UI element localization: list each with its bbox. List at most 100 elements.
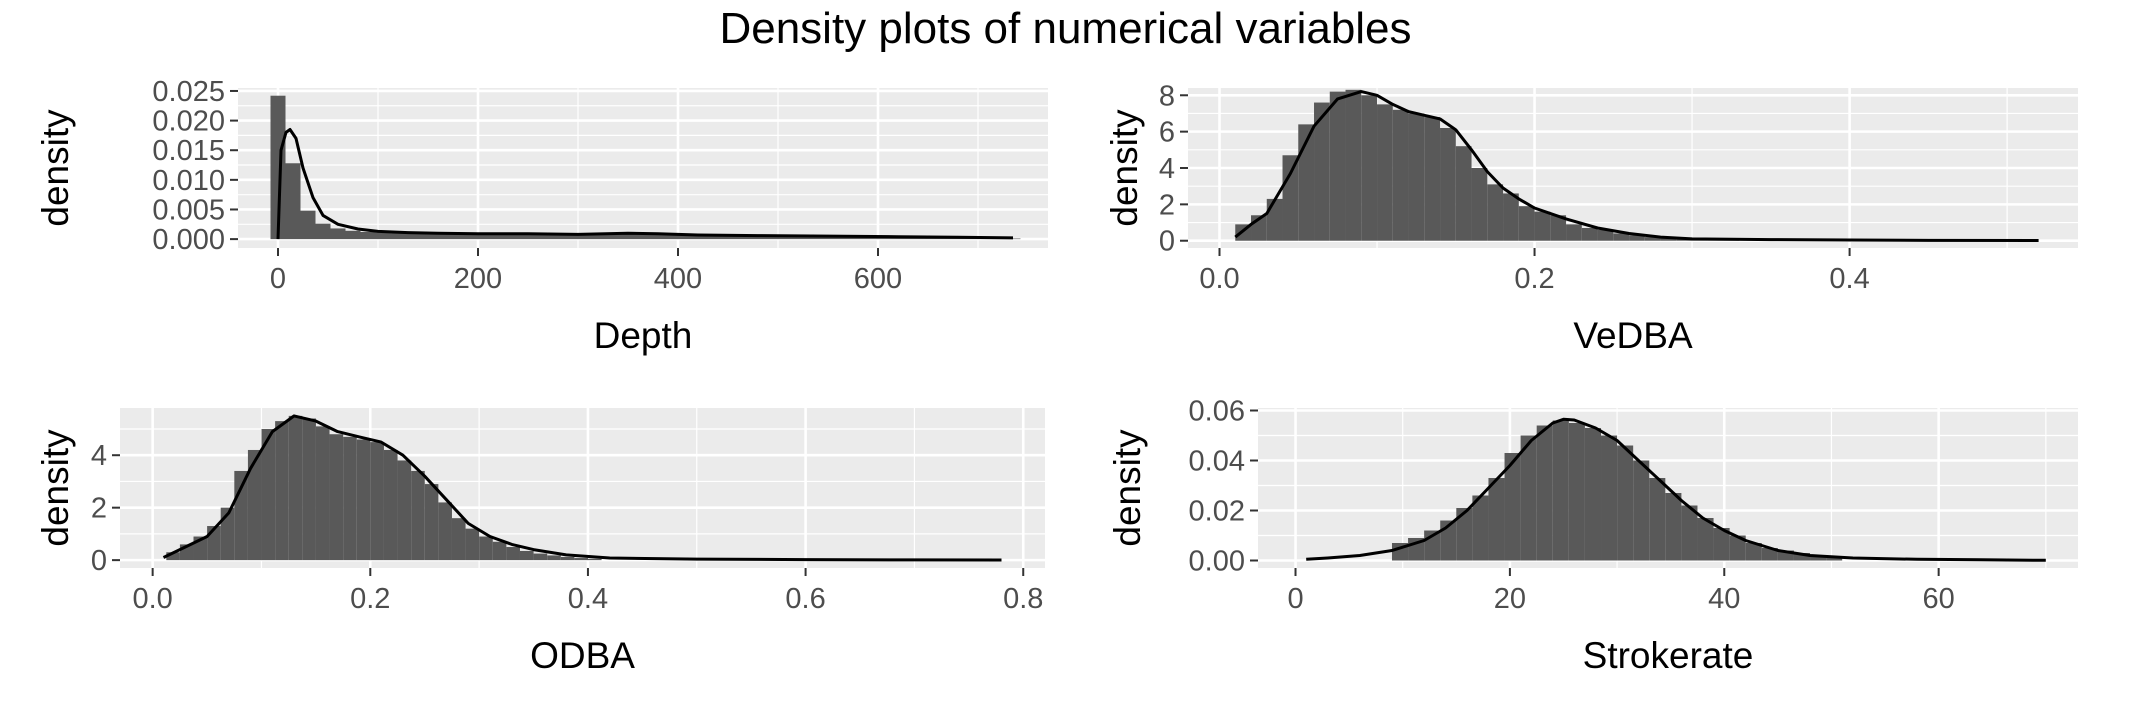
histogram-bar bbox=[405, 233, 421, 240]
histogram-bar bbox=[1005, 238, 1021, 240]
histogram-bar bbox=[495, 233, 511, 240]
histogram-bar bbox=[1377, 104, 1393, 241]
histogram-bar bbox=[1601, 435, 1618, 561]
histogram-bar bbox=[555, 234, 571, 240]
y-tick-label: 2 bbox=[91, 493, 107, 525]
histogram-bar bbox=[465, 233, 481, 240]
histogram-bar bbox=[645, 233, 661, 240]
histogram-bar bbox=[547, 555, 561, 561]
histogram-bar bbox=[315, 426, 330, 561]
histogram-bar bbox=[288, 415, 303, 561]
histogram-bar bbox=[1713, 528, 1730, 561]
y-tick-label: 0.06 bbox=[1189, 396, 1245, 428]
histogram-bar bbox=[1697, 518, 1714, 561]
histogram-bar bbox=[1777, 550, 1794, 561]
histogram-bar bbox=[1613, 233, 1630, 241]
chart-title: Density plots of numerical variables bbox=[719, 4, 1412, 53]
histogram-bar bbox=[750, 235, 766, 240]
histogram-bar bbox=[330, 228, 346, 240]
y-tick-label: 0.005 bbox=[152, 194, 225, 226]
histogram-bar bbox=[1472, 495, 1489, 561]
x-tick-label: 60 bbox=[1923, 583, 1955, 615]
plot-odba: 0.0 0.2 0.4 0.6 0.8 0 2 4 ODBA density bbox=[35, 408, 1045, 676]
histogram-bar bbox=[1644, 237, 1661, 241]
histogram-bar bbox=[1408, 113, 1425, 241]
histogram-bar bbox=[560, 556, 575, 561]
histogram-bar bbox=[1633, 460, 1650, 561]
y-tick-label: 0.04 bbox=[1189, 446, 1245, 478]
histogram-bar bbox=[570, 234, 586, 240]
histogram-bar bbox=[480, 233, 496, 240]
histogram-bar bbox=[1440, 128, 1456, 241]
histogram-bar bbox=[1361, 95, 1378, 241]
histogram-bar bbox=[1629, 235, 1645, 241]
histogram-bar bbox=[1536, 425, 1553, 561]
histogram-bar bbox=[343, 436, 357, 561]
histogram-bar bbox=[1729, 535, 1746, 561]
histogram-bar bbox=[375, 232, 391, 240]
histogram-bar bbox=[285, 163, 301, 240]
histogram-bar bbox=[435, 233, 451, 240]
x-tick-label: 0.2 bbox=[1514, 263, 1554, 295]
histogram-bar bbox=[630, 233, 646, 240]
histogram-bar bbox=[1534, 211, 1551, 241]
histogram-bar bbox=[1552, 420, 1569, 561]
histogram-bar bbox=[1503, 193, 1519, 241]
y-axis-title: density bbox=[35, 429, 76, 547]
histogram-bar bbox=[1518, 206, 1535, 241]
density-line bbox=[1234, 90, 2039, 242]
x-axis-title: Strokerate bbox=[1583, 635, 1754, 676]
y-axis-title: density bbox=[35, 109, 76, 227]
histogram-bar bbox=[705, 234, 721, 240]
y-tick-label: 2 bbox=[1159, 189, 1175, 221]
histogram-bar bbox=[1761, 548, 1778, 561]
histogram-bar bbox=[420, 233, 436, 240]
x-tick-label: 0.2 bbox=[350, 583, 390, 615]
x-axis-title: VeDBA bbox=[1573, 315, 1693, 356]
y-tick-label: 4 bbox=[1159, 153, 1175, 185]
y-tick-label: 0.015 bbox=[152, 135, 225, 167]
histogram-bar bbox=[574, 558, 588, 561]
y-tick-label: 0.00 bbox=[1189, 546, 1245, 578]
histogram-bar bbox=[585, 234, 601, 240]
histogram-bar bbox=[600, 233, 616, 240]
histogram-bar bbox=[660, 234, 676, 240]
x-tick-label: 40 bbox=[1708, 583, 1740, 615]
histogram-bar bbox=[525, 234, 541, 240]
histogram-bar bbox=[1617, 445, 1634, 561]
histogram-bar bbox=[329, 434, 344, 561]
histogram-bar bbox=[1392, 109, 1409, 241]
histogram-bar bbox=[275, 421, 289, 561]
y-tick-label: 0.000 bbox=[152, 224, 225, 256]
histogram-bar bbox=[510, 233, 526, 240]
x-tick-label: 0.8 bbox=[1003, 583, 1043, 615]
x-tick-label: 0.0 bbox=[132, 583, 172, 615]
histogram-bar bbox=[1487, 184, 1504, 241]
x-tick-label: 0.6 bbox=[785, 583, 825, 615]
histogram-bar bbox=[1298, 124, 1315, 241]
histogram-bar bbox=[1424, 117, 1441, 241]
plot-depth: 0 200 400 600 0.0000.0050.0100.0150.0200.025… bbox=[35, 76, 1048, 356]
histogram-bar bbox=[390, 233, 406, 240]
histogram-bar bbox=[300, 210, 316, 240]
x-tick-label: 0.4 bbox=[1829, 263, 1869, 295]
histogram-bar bbox=[690, 234, 706, 240]
y-axis-title: density bbox=[1104, 109, 1145, 227]
y-tick-label: 6 bbox=[1159, 117, 1175, 149]
histogram-bar bbox=[1660, 238, 1677, 241]
histogram-bar bbox=[424, 484, 439, 561]
y-axis-title: density bbox=[1107, 429, 1148, 547]
y-tick-label: 0.020 bbox=[152, 106, 225, 138]
histogram-bar bbox=[451, 518, 466, 561]
y-tick-label: 0.025 bbox=[152, 76, 225, 108]
histogram-bar bbox=[166, 552, 180, 561]
histogram-bar bbox=[780, 235, 796, 240]
histogram-bar bbox=[1550, 215, 1567, 241]
y-tick-label: 0 bbox=[1159, 226, 1175, 258]
histogram-bar bbox=[479, 536, 493, 561]
histogram-bar bbox=[587, 558, 602, 561]
density-line bbox=[276, 128, 1014, 240]
histogram-bar bbox=[1793, 553, 1811, 561]
histogram-bar bbox=[533, 553, 548, 561]
histogram-bar bbox=[315, 223, 331, 240]
